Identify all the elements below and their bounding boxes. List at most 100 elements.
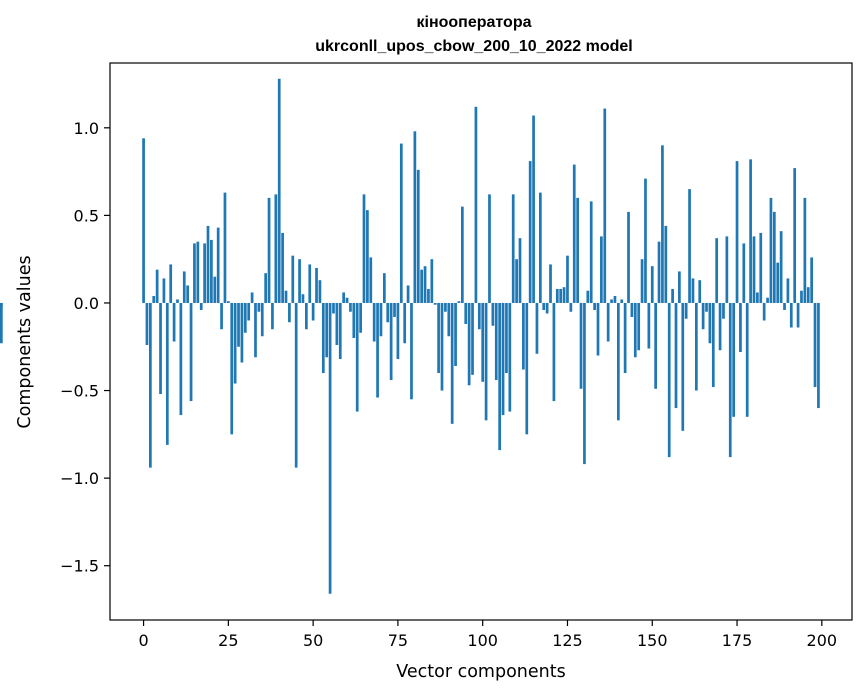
bar [399, 143, 403, 303]
bar [661, 145, 664, 303]
bar [179, 302, 183, 416]
bar [393, 302, 396, 317]
bar [271, 302, 274, 330]
bar [532, 115, 535, 303]
bar [745, 302, 749, 417]
bar [610, 299, 613, 303]
bar [301, 294, 305, 303]
y-axis-label: Components values [15, 255, 35, 428]
bar [735, 161, 739, 303]
bar [491, 302, 495, 326]
bar [752, 236, 756, 303]
x-axis-ticks: 0 25 50 75 100 125 150 175 200 [138, 620, 837, 650]
bar [559, 288, 563, 303]
bar [277, 78, 281, 303]
bar [379, 302, 383, 337]
bar [345, 297, 349, 303]
bar [647, 302, 651, 349]
bar [657, 241, 661, 303]
bar [783, 302, 786, 310]
bar [576, 197, 579, 303]
bar [671, 288, 674, 303]
bar [362, 194, 366, 303]
bar [294, 302, 298, 468]
bar [155, 269, 159, 303]
bar [793, 168, 797, 303]
bar [406, 285, 410, 303]
bar [715, 238, 719, 303]
bar [569, 302, 573, 312]
bar [674, 302, 678, 409]
bar [732, 302, 735, 417]
chart-title-line-1: кінооператора [417, 14, 532, 31]
bar [291, 255, 295, 303]
bar [762, 302, 766, 321]
bar [298, 259, 301, 303]
bar [223, 192, 227, 303]
bar [338, 302, 342, 360]
bar [142, 138, 145, 303]
bar [210, 239, 213, 303]
bar [691, 278, 695, 303]
bar [779, 231, 783, 303]
y-tick-label: 1.0 [74, 119, 99, 138]
bar [372, 302, 376, 342]
bar [352, 302, 356, 338]
bar [359, 302, 362, 333]
bar [243, 302, 247, 333]
bar [427, 288, 430, 303]
bar [545, 302, 549, 314]
bar [813, 302, 817, 388]
bar [705, 302, 708, 312]
bar [267, 197, 271, 303]
bar [555, 288, 559, 303]
bar [460, 206, 464, 303]
bar [206, 225, 210, 303]
bar [247, 302, 251, 321]
bar [254, 302, 257, 358]
bar [274, 194, 278, 303]
bar [186, 285, 190, 303]
bar [349, 302, 352, 312]
bar [552, 302, 556, 402]
bar [650, 266, 654, 303]
bar [305, 302, 308, 330]
x-tick-label: 150 [637, 631, 668, 650]
bar [806, 287, 810, 303]
bar [457, 301, 461, 303]
bar [630, 302, 634, 317]
bar [366, 210, 369, 303]
bar [722, 302, 725, 319]
bar [149, 302, 152, 468]
bar [471, 302, 474, 375]
x-tick-label: 75 [388, 631, 408, 650]
bar [664, 225, 668, 303]
bar-series [0, 78, 820, 594]
bar [654, 302, 657, 389]
bar [522, 302, 525, 370]
bar [498, 302, 502, 451]
bar [474, 106, 478, 303]
x-tick-label: 175 [722, 631, 753, 650]
bar [623, 302, 627, 374]
bar [718, 302, 722, 351]
bar [216, 227, 220, 303]
bar [176, 299, 179, 303]
bar [416, 169, 420, 303]
bar [288, 302, 291, 323]
bar [586, 290, 590, 303]
bar [583, 302, 586, 465]
y-axis-ticks: −1.5 −1.0 −0.5 0.0 0.5 1.0 [60, 119, 110, 576]
bar [450, 302, 454, 424]
bar [172, 302, 176, 342]
bar [488, 194, 491, 303]
bar [596, 302, 600, 356]
y-tick-label: 0.5 [74, 206, 99, 225]
bar [786, 278, 790, 303]
bar [464, 302, 468, 324]
bar [511, 194, 515, 303]
bar [711, 302, 715, 388]
bar [318, 280, 322, 303]
